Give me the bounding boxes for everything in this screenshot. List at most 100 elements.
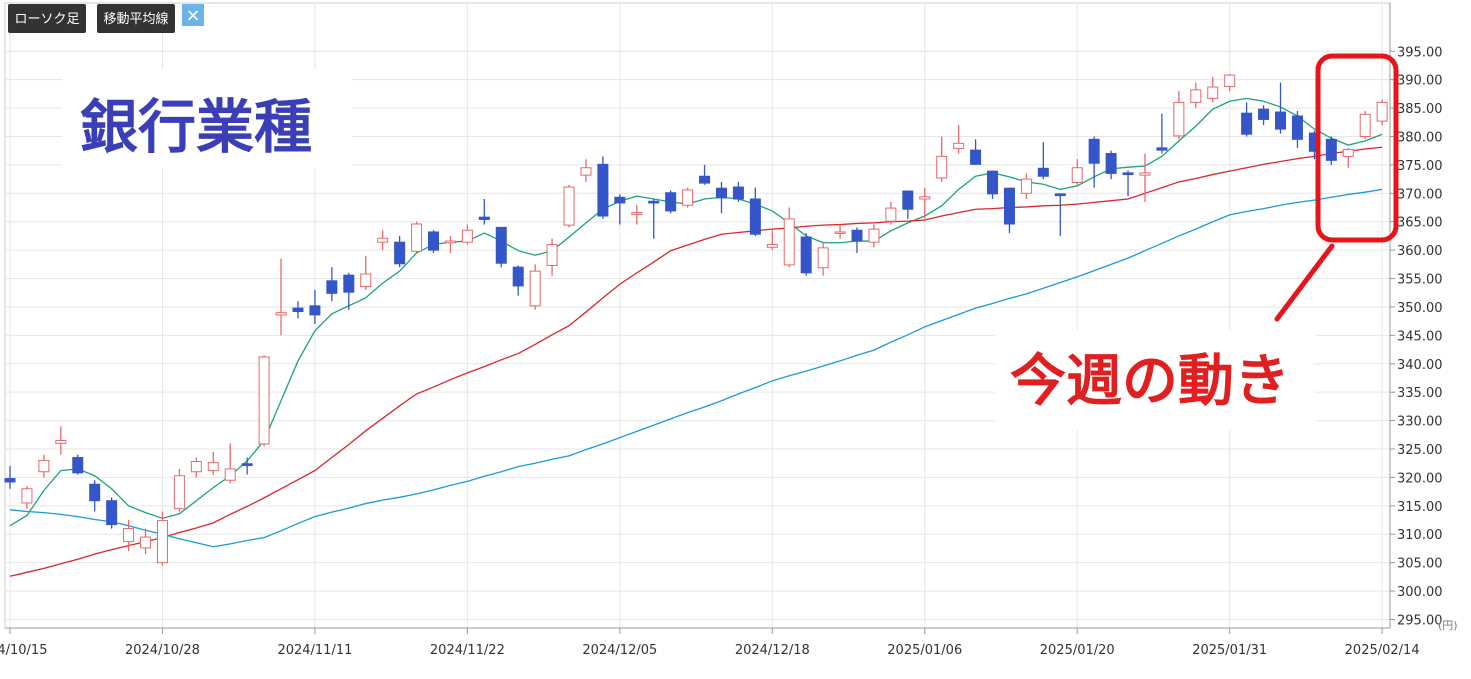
y-tick-label: 365.00 bbox=[1397, 216, 1443, 231]
candle-body bbox=[1359, 113, 1371, 137]
candle-body bbox=[817, 247, 829, 269]
y-tick-label: 385.00 bbox=[1397, 102, 1443, 117]
y-tick-label: 330.00 bbox=[1397, 415, 1443, 430]
candle-body bbox=[326, 280, 338, 294]
candle-body bbox=[1325, 138, 1337, 161]
moving-averages bbox=[9, 97, 1383, 577]
y-tick-label: 320.00 bbox=[1397, 471, 1443, 486]
x-tick-label: 2024/10/28 bbox=[125, 643, 200, 658]
callout-line bbox=[1274, 243, 1335, 322]
candles bbox=[4, 73, 1388, 566]
y-tick-label: 375.00 bbox=[1397, 159, 1443, 174]
candle-button[interactable] bbox=[8, 4, 86, 33]
candle-body bbox=[55, 439, 67, 444]
y-tick-label: 370.00 bbox=[1397, 187, 1443, 202]
candle-body bbox=[1224, 74, 1236, 87]
candle-body bbox=[461, 229, 473, 243]
candle-body bbox=[1258, 108, 1270, 120]
candle-body bbox=[123, 528, 135, 543]
x-tick-label: 2025/01/20 bbox=[1040, 643, 1115, 658]
y-tick-label: 340.00 bbox=[1397, 358, 1443, 373]
candle-body bbox=[851, 229, 863, 242]
y-tick-label: 380.00 bbox=[1397, 130, 1443, 145]
candle-body bbox=[173, 475, 185, 510]
candle-body bbox=[38, 459, 50, 473]
candle-body bbox=[360, 273, 372, 287]
candle-body bbox=[1071, 167, 1083, 184]
candle-body bbox=[190, 461, 202, 473]
button-label[interactable]: ローソク足 bbox=[14, 12, 79, 27]
candle-body bbox=[207, 462, 219, 472]
candle-body bbox=[529, 270, 541, 307]
y-tick-label: 360.00 bbox=[1397, 244, 1443, 259]
candle-body bbox=[292, 307, 304, 312]
candle-body bbox=[1241, 112, 1253, 135]
candle-body bbox=[1190, 89, 1202, 103]
candle-body bbox=[495, 226, 507, 264]
candle-body bbox=[1037, 167, 1049, 177]
candle-body bbox=[394, 241, 406, 265]
candle-body bbox=[665, 192, 677, 212]
candle-body bbox=[478, 216, 490, 220]
x-tick-label: 2024/10/15 bbox=[0, 643, 47, 658]
x-tick-label: 2025/01/06 bbox=[887, 643, 962, 658]
candle-body bbox=[885, 207, 897, 222]
y-tick-label: 390.00 bbox=[1397, 74, 1443, 89]
y-tick-label: 305.00 bbox=[1397, 557, 1443, 572]
candle-body bbox=[444, 240, 456, 244]
y-tick-label: 345.00 bbox=[1397, 329, 1443, 344]
candle-body bbox=[1122, 172, 1134, 176]
y-tick-label: 325.00 bbox=[1397, 443, 1443, 458]
candle-body bbox=[749, 198, 761, 235]
candle-body bbox=[648, 200, 660, 204]
close-button[interactable] bbox=[182, 4, 204, 26]
candle-body bbox=[21, 488, 33, 504]
annotation: 銀行業種 bbox=[80, 93, 312, 161]
candle-body bbox=[343, 274, 355, 293]
candle-body bbox=[1342, 149, 1354, 157]
y-tick-label: 310.00 bbox=[1397, 528, 1443, 543]
y-tick-label: 315.00 bbox=[1397, 500, 1443, 515]
candle-body bbox=[1275, 111, 1286, 130]
candle-body bbox=[953, 142, 965, 149]
y-unit: (円) bbox=[1438, 619, 1458, 632]
candle-body bbox=[224, 468, 236, 481]
candle-body bbox=[89, 483, 101, 502]
candle-body bbox=[970, 149, 982, 165]
candle-body bbox=[140, 536, 152, 549]
button-label[interactable]: 移動平均線 bbox=[103, 11, 168, 27]
ma-button[interactable] bbox=[97, 4, 175, 33]
candle-body bbox=[715, 187, 727, 199]
candle-body bbox=[936, 155, 948, 179]
candle-body bbox=[631, 212, 643, 215]
candle-body bbox=[1156, 147, 1168, 151]
x-tick-label: 2024/11/22 bbox=[430, 643, 505, 658]
x-tick-label: 2025/01/31 bbox=[1192, 643, 1267, 658]
candle-body bbox=[919, 196, 931, 200]
close-label[interactable]: × bbox=[185, 5, 200, 26]
y-tick-label: 295.00 bbox=[1397, 613, 1443, 628]
candle-body bbox=[1376, 101, 1388, 122]
moving-average-line bbox=[9, 188, 1383, 548]
y-tick-label: 350.00 bbox=[1397, 301, 1443, 316]
candle-body bbox=[682, 189, 694, 206]
candle-body bbox=[428, 231, 439, 251]
candle-body bbox=[800, 236, 812, 274]
annotation-bg bbox=[995, 330, 1315, 430]
candle-body bbox=[258, 356, 270, 445]
candle-body bbox=[580, 167, 592, 176]
candle-body bbox=[597, 163, 609, 217]
candle-body bbox=[614, 196, 626, 204]
candle-body bbox=[834, 231, 846, 234]
candle-body bbox=[1105, 153, 1117, 174]
annotation-bg bbox=[62, 70, 352, 168]
candle-body bbox=[241, 463, 253, 466]
candle-body bbox=[1139, 172, 1151, 176]
candle-body bbox=[512, 266, 524, 287]
candle-body bbox=[783, 218, 795, 266]
candle-body bbox=[106, 500, 118, 526]
candle-body bbox=[1291, 115, 1303, 140]
candle-body bbox=[699, 175, 711, 184]
